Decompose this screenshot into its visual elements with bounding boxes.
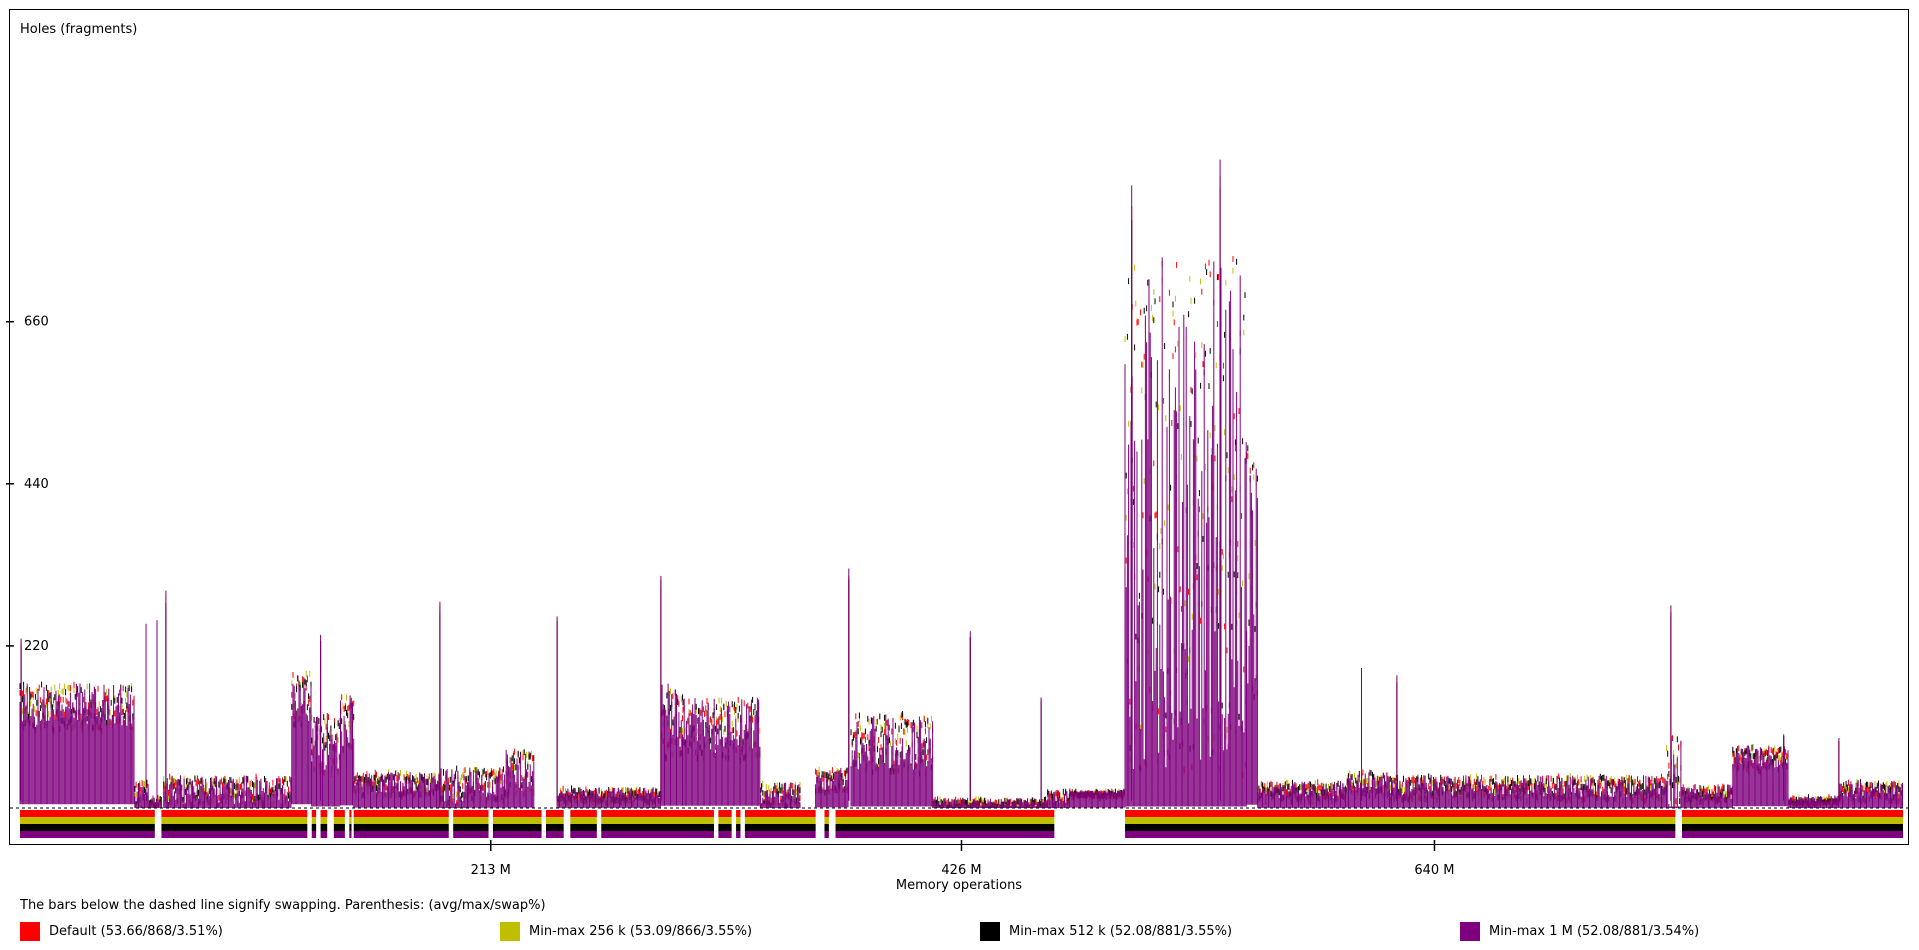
y-axis-label: Holes (fragments) [20, 22, 137, 37]
legend-item-min-max-512k: Min-max 512 k (52.08/881/3.55%) [980, 920, 1232, 942]
swap-gap [327, 809, 334, 839]
series-3 [19, 159, 1903, 808]
swap-gap [563, 809, 571, 839]
legend-label: Min-max 512 k (52.08/881/3.55%) [1009, 923, 1233, 939]
y-tick-label: 440 [24, 477, 49, 492]
legend-item-min-max-1m: Min-max 1 M (52.08/881/3.54%) [1460, 920, 1699, 942]
swap-gap [828, 809, 836, 839]
swap-gap [307, 809, 312, 839]
y-ticks: 220 440 660 [6, 315, 49, 654]
swap-bar [20, 824, 1903, 831]
legend-swatch [20, 921, 40, 941]
legend-item-default: Default (53.66/868/3.51%) [20, 920, 223, 942]
swap-gap [351, 809, 354, 839]
legend: Default (53.66/868/3.51%) Min-max 256 k … [20, 920, 1910, 942]
y-tick-label: 660 [24, 315, 49, 330]
swap-gap [1054, 809, 1126, 839]
footer-note: The bars below the dashed line signify s… [20, 898, 546, 913]
swap-bars [20, 809, 1903, 839]
legend-label: Min-max 256 k (53.09/866/3.55%) [529, 923, 753, 939]
x-axis-label: Memory operations [896, 878, 1022, 893]
legend-swatch [980, 921, 1000, 941]
swap-bar [20, 831, 1903, 838]
swap-gap [316, 809, 321, 839]
swap-gap [713, 809, 719, 839]
legend-swatch [1460, 921, 1480, 941]
swap-gap [488, 809, 493, 839]
swap-gap [154, 809, 162, 839]
series-path [19, 159, 1903, 808]
x-tick-label: 640 M [1414, 863, 1454, 878]
swap-gap [541, 809, 547, 839]
legend-label: Default (53.66/868/3.51%) [49, 923, 223, 939]
swap-gap [731, 809, 737, 839]
swap-gap [344, 809, 350, 839]
legend-item-min-max-256k: Min-max 256 k (53.09/866/3.55%) [500, 920, 752, 942]
x-tick-label: 213 M [471, 863, 511, 878]
swap-gap [448, 809, 454, 839]
legend-swatch [500, 921, 520, 941]
y-tick-label: 220 [24, 639, 49, 654]
swap-gap [815, 809, 825, 839]
swap-bar [20, 810, 1903, 817]
legend-label: Min-max 1 M (52.08/881/3.54%) [1489, 923, 1700, 939]
swap-gap [740, 809, 745, 839]
data-layer [19, 159, 1903, 808]
swap-bar [20, 817, 1903, 824]
plot-frame [9, 9, 1909, 845]
x-ticks: 213 M 426 M 640 M [471, 840, 1455, 878]
x-tick-label: 426 M [941, 863, 981, 878]
swap-gap [596, 809, 602, 839]
swap-gap [1675, 809, 1682, 839]
